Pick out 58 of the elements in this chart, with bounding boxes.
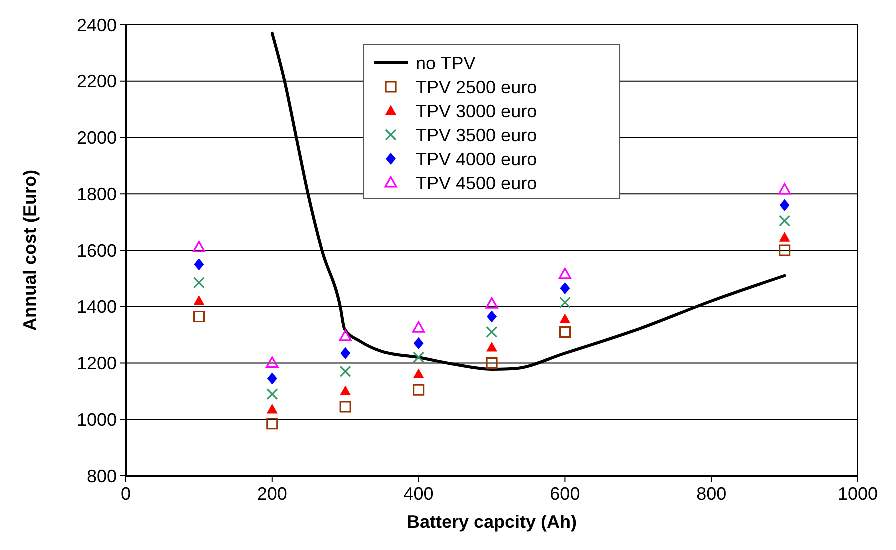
point (487, 310, 497, 323)
legend-label: no TPV (416, 53, 476, 74)
point (340, 366, 352, 378)
x-tick-label: 800 (696, 484, 727, 504)
point (486, 298, 498, 309)
point (194, 295, 205, 306)
x-tick-label: 1000 (838, 484, 878, 504)
point (486, 342, 498, 352)
point (192, 241, 206, 252)
legend-label: TPV 3000 euro (416, 101, 538, 122)
y-tick-label: 1400 (76, 297, 117, 318)
point (486, 357, 498, 370)
point (193, 277, 205, 289)
y-tick-label: 1600 (76, 240, 117, 261)
point (779, 244, 791, 256)
point (412, 321, 426, 333)
x-tick-label: 200 (257, 484, 288, 504)
point (560, 282, 570, 295)
point (413, 368, 424, 379)
x-tick-label: 600 (550, 484, 580, 504)
point (413, 384, 425, 396)
point (193, 310, 205, 323)
y-tick-label: 2000 (76, 128, 117, 148)
x-tick-label: 0 (120, 484, 132, 504)
y-tick-label: 2200 (76, 72, 117, 92)
y-tick-label: 1800 (76, 184, 117, 204)
point (266, 404, 278, 414)
y-tick-label: 1000 (76, 410, 117, 430)
point (559, 296, 571, 308)
point (413, 352, 425, 364)
legend-label: TPV 2500 euro (416, 77, 538, 98)
x-tick-label: 400 (404, 484, 434, 504)
point (266, 356, 279, 368)
point (194, 258, 204, 271)
point (560, 314, 571, 324)
point (414, 338, 424, 350)
legend-label: TPV 3500 euro (416, 125, 538, 146)
point (340, 347, 351, 360)
point (339, 330, 352, 342)
point (486, 326, 498, 338)
point (340, 386, 352, 396)
point (558, 268, 572, 280)
x-axis-title: Battery capcity (Ah) (406, 512, 578, 532)
point (779, 215, 791, 227)
legend-label: TPV 4000 euro (416, 149, 538, 170)
y-tick-label: 2400 (76, 15, 117, 36)
legend-label: TPV 4500 euro (416, 173, 538, 194)
point (779, 232, 790, 242)
point (266, 388, 278, 400)
point (780, 199, 790, 212)
y-axis-title: Annual cost (Euro) (20, 170, 40, 331)
point (267, 372, 278, 385)
point (266, 418, 278, 430)
point (559, 326, 571, 338)
y-tick-label: 1200 (76, 354, 117, 374)
point (340, 401, 352, 413)
y-tick-label: 800 (86, 466, 117, 486)
point (778, 183, 792, 195)
